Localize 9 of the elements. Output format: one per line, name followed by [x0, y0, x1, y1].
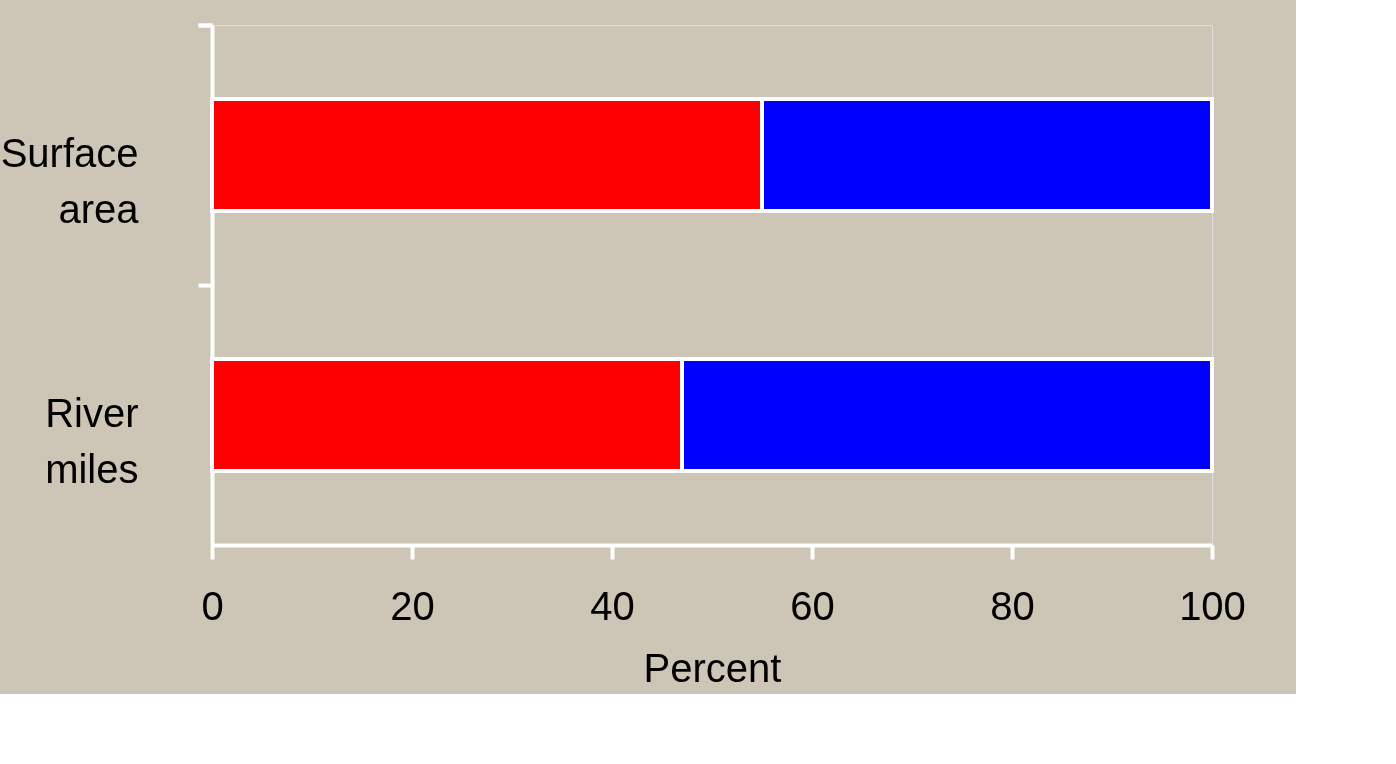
y-tick-label: River miles — [45, 391, 139, 491]
x-tick-label: 60 — [790, 583, 835, 628]
x-tick-label: 80 — [990, 583, 1035, 628]
x-tick-label: 100 — [1179, 583, 1246, 628]
x-tick-label: 0 — [201, 583, 224, 628]
x-axis-title: Percent — [643, 645, 782, 690]
x-tick-label: 40 — [590, 583, 635, 628]
y-tick-label: Surface area — [0, 131, 140, 231]
x-tick-label: 20 — [390, 583, 435, 628]
